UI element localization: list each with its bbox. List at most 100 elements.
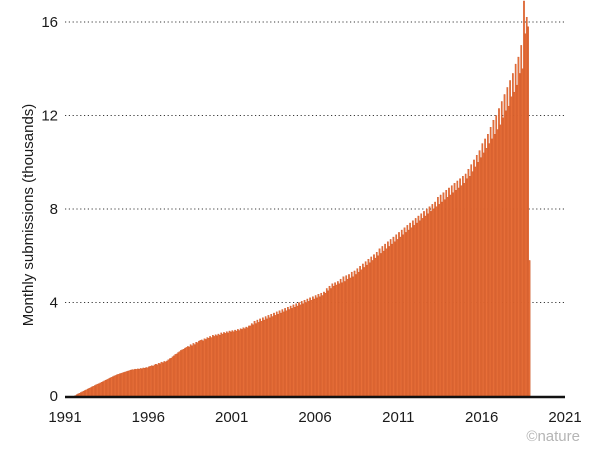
bar bbox=[285, 310, 288, 397]
bar bbox=[220, 332, 223, 397]
bar bbox=[218, 335, 221, 397]
bar bbox=[338, 283, 341, 397]
bar bbox=[82, 390, 85, 397]
bar bbox=[80, 392, 82, 397]
bar bbox=[312, 296, 314, 397]
bar bbox=[250, 323, 253, 397]
bar bbox=[514, 63, 517, 397]
bar bbox=[193, 344, 196, 397]
bar bbox=[474, 166, 477, 397]
bar bbox=[385, 248, 388, 397]
bar bbox=[295, 303, 298, 397]
bar bbox=[217, 333, 220, 397]
bar bbox=[467, 169, 470, 397]
bar bbox=[77, 393, 79, 397]
bar bbox=[484, 138, 486, 397]
bar bbox=[310, 299, 313, 397]
bar bbox=[162, 362, 164, 397]
bar bbox=[382, 250, 385, 397]
y-tick-label: 16 bbox=[41, 14, 58, 31]
bar bbox=[228, 330, 231, 397]
bar bbox=[238, 330, 241, 397]
bar bbox=[438, 204, 441, 397]
bar bbox=[448, 187, 450, 397]
bar bbox=[425, 208, 428, 397]
bars bbox=[74, 0, 531, 397]
bar bbox=[471, 171, 474, 397]
bar bbox=[302, 303, 304, 397]
bar bbox=[182, 349, 185, 397]
bar bbox=[428, 206, 431, 397]
bar bbox=[239, 328, 242, 397]
y-axis-title: Monthly submissions (thousands) bbox=[20, 104, 37, 327]
bar bbox=[320, 292, 323, 397]
bar bbox=[84, 390, 86, 397]
bar bbox=[174, 354, 177, 397]
bar bbox=[352, 276, 354, 397]
bar bbox=[510, 96, 513, 397]
bar bbox=[516, 84, 518, 397]
bar bbox=[393, 241, 396, 397]
nature-credit: ©nature bbox=[526, 428, 580, 445]
bar bbox=[431, 204, 434, 397]
bar bbox=[150, 365, 153, 397]
bar bbox=[117, 374, 120, 397]
bar bbox=[407, 229, 410, 397]
bar bbox=[160, 361, 163, 397]
bar bbox=[235, 330, 238, 397]
bar bbox=[439, 194, 442, 397]
bar bbox=[177, 352, 179, 397]
bar bbox=[363, 267, 366, 397]
bar bbox=[459, 178, 461, 397]
bar bbox=[275, 311, 278, 397]
bar bbox=[125, 371, 128, 397]
bar bbox=[153, 364, 156, 397]
bar bbox=[141, 368, 143, 397]
bar bbox=[400, 229, 403, 397]
bar bbox=[255, 323, 257, 397]
bar bbox=[464, 173, 467, 397]
bar bbox=[406, 225, 409, 397]
bar bbox=[164, 361, 167, 397]
bar bbox=[432, 208, 435, 397]
bar bbox=[370, 256, 373, 397]
bar bbox=[113, 375, 116, 397]
bar bbox=[180, 350, 182, 397]
bar bbox=[227, 332, 229, 397]
bar bbox=[355, 274, 357, 397]
bar bbox=[468, 176, 471, 397]
bar bbox=[87, 388, 89, 397]
bar bbox=[500, 101, 503, 397]
bar bbox=[445, 190, 448, 397]
bar bbox=[391, 243, 393, 397]
bar bbox=[509, 80, 511, 397]
bar bbox=[518, 73, 521, 397]
bar bbox=[191, 345, 193, 397]
bar bbox=[298, 302, 300, 397]
bar bbox=[503, 94, 506, 397]
bar bbox=[223, 332, 225, 397]
bar bbox=[384, 243, 386, 397]
bar bbox=[278, 310, 281, 397]
bar bbox=[330, 288, 332, 397]
bar bbox=[232, 331, 235, 397]
bar bbox=[478, 150, 481, 397]
bar bbox=[167, 359, 170, 397]
bar bbox=[378, 248, 381, 397]
bar bbox=[103, 380, 106, 397]
bar bbox=[168, 358, 171, 397]
bar bbox=[289, 305, 292, 397]
bar bbox=[263, 319, 266, 397]
bar bbox=[348, 274, 350, 397]
bar bbox=[495, 115, 498, 397]
bar bbox=[173, 355, 175, 397]
bar bbox=[271, 316, 274, 397]
bar bbox=[156, 364, 159, 397]
bar bbox=[241, 329, 243, 397]
bar bbox=[245, 326, 248, 397]
bar bbox=[288, 309, 291, 397]
bar bbox=[480, 157, 482, 397]
bar bbox=[389, 239, 392, 397]
bar bbox=[381, 246, 384, 397]
